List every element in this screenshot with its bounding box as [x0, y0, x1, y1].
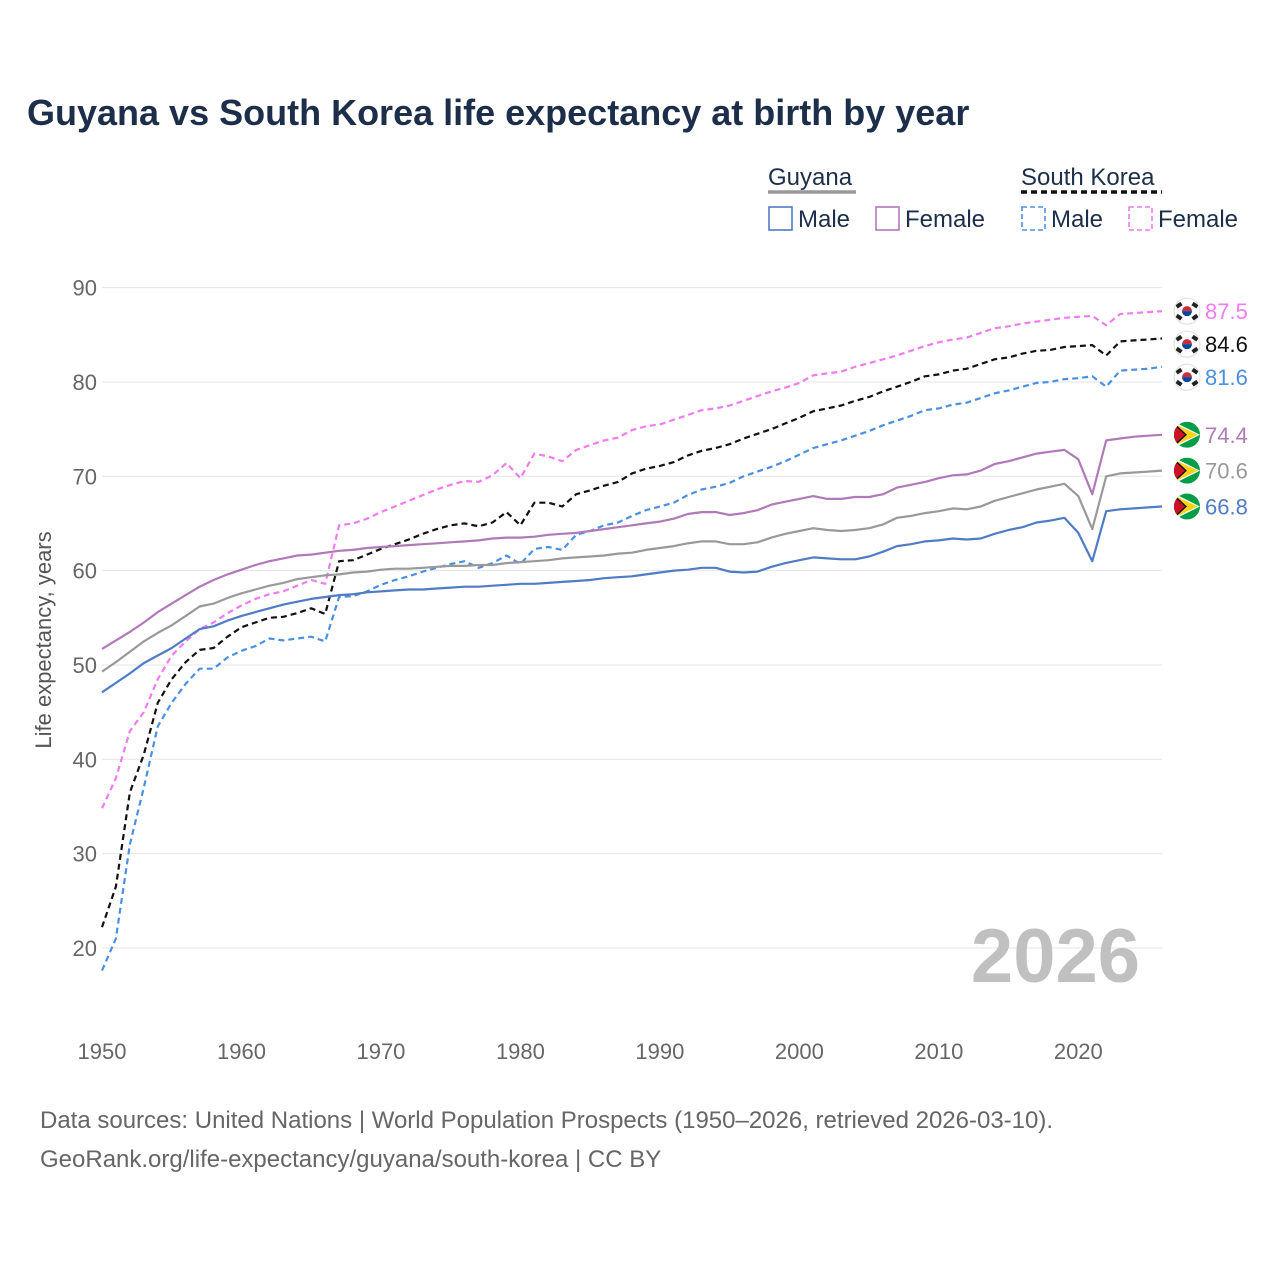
guyana-total-end-value: 70.6	[1205, 459, 1248, 484]
legend-group-guyana: Guyana	[768, 164, 853, 191]
guyana-flag-icon	[1174, 457, 1200, 484]
guyana-male-end-value: 66.8	[1205, 494, 1248, 519]
south-korea-total-end-value: 84.6	[1205, 332, 1248, 357]
y-tick-label-80: 80	[73, 370, 97, 395]
legend-label-south-korea-female: Female	[1158, 206, 1238, 233]
source-url-line: GeoRank.org/life-expectancy/guyana/south…	[40, 1146, 662, 1173]
grid-lines	[102, 287, 1162, 949]
y-axis-label: Life expectancy, years	[31, 531, 56, 748]
end-labels: 87.5 84.6 81.6 74.4 70.6 66.8	[1173, 297, 1248, 520]
chart-title: Guyana vs South Korea life expectancy at…	[27, 92, 970, 133]
south-korea-total-line	[100, 337, 1163, 928]
x-tick-label-1950: 1950	[78, 1039, 127, 1064]
y-tick-label-90: 90	[73, 276, 97, 301]
legend-label-guyana-male: Male	[798, 206, 850, 233]
legend-swatch-south-korea-male	[1021, 206, 1046, 231]
south-korea-female-end-value: 87.5	[1205, 299, 1248, 324]
y-tick-label-20: 20	[73, 936, 97, 961]
y-tick-label-30: 30	[73, 842, 97, 867]
x-tick-label-1960: 1960	[217, 1039, 266, 1064]
axes: 20 30 40 50 60 70 80 90 1950 1960 1970 1980 1990 2000…	[31, 276, 1103, 1064]
south-korea-flag-icon	[1173, 297, 1201, 325]
south-korea-female-line	[101, 310, 1163, 809]
x-tick-label-1970: 1970	[356, 1039, 405, 1064]
south-korea-male-end-value: 81.6	[1205, 365, 1248, 390]
legend-group-south-korea: South Korea	[1021, 164, 1155, 191]
guyana-flag-icon	[1174, 421, 1200, 448]
guyana-female-line	[101, 433, 1163, 650]
legend-label-guyana-female: Female	[905, 206, 985, 233]
series-lines	[100, 310, 1163, 972]
legend-swatch-south-korea-female	[1128, 206, 1153, 231]
guyana-male-line	[101, 505, 1163, 694]
guyana-flag-icon	[1174, 493, 1200, 520]
x-tick-label-2010: 2010	[914, 1039, 963, 1064]
data-source-line: Data sources: United Nations | World Pop…	[40, 1107, 1054, 1134]
x-tick-label-2020: 2020	[1054, 1039, 1103, 1064]
south-korea-flag-icon	[1173, 363, 1201, 391]
legend-label-south-korea-male: Male	[1051, 206, 1103, 233]
guyana-female-end-value: 74.4	[1205, 423, 1248, 448]
south-korea-flag-icon	[1173, 330, 1201, 358]
south-korea-male-line	[100, 365, 1163, 972]
x-tick-label-1990: 1990	[635, 1039, 684, 1064]
guyana-total-line	[101, 469, 1163, 673]
y-tick-label-40: 40	[73, 747, 97, 772]
x-tick-label-1980: 1980	[496, 1039, 545, 1064]
y-tick-label-60: 60	[73, 559, 97, 584]
legend-swatch-guyana-female	[875, 206, 900, 231]
year-watermark: 2026	[971, 914, 1140, 999]
y-tick-label-70: 70	[73, 464, 97, 489]
y-tick-label-50: 50	[73, 653, 97, 678]
legend-swatch-guyana-male	[768, 206, 793, 231]
x-tick-label-2000: 2000	[775, 1039, 824, 1064]
